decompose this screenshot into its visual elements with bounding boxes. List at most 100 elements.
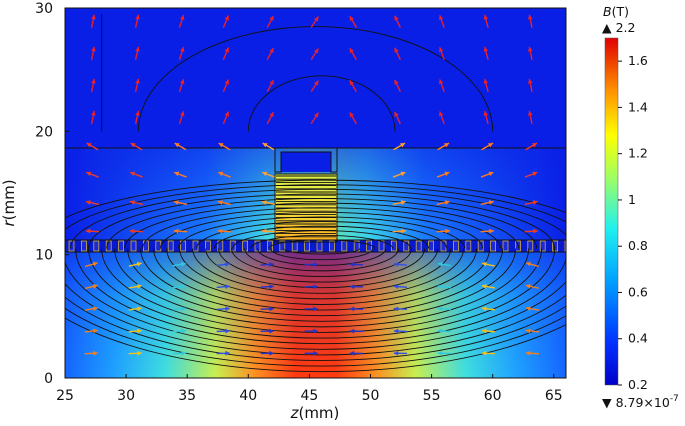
- field-arrow: [310, 112, 319, 125]
- field-line: [231, 248, 413, 277]
- field-arrow: [480, 171, 494, 178]
- field-arrow: [437, 306, 452, 312]
- field-arrow: [90, 110, 96, 125]
- field-arrow: [349, 350, 364, 356]
- field-line: [270, 248, 374, 261]
- field-arrow: [438, 47, 445, 60]
- field-line: [205, 248, 439, 289]
- gap-tooth: [403, 240, 410, 252]
- field-arrow: [172, 306, 186, 312]
- field-arrow: [393, 261, 408, 267]
- colorbar-unit: (T): [612, 4, 629, 19]
- field-arrow: [86, 171, 99, 178]
- field-line: [166, 248, 478, 305]
- field-line: [65, 296, 566, 361]
- field-line: [218, 248, 426, 283]
- x-tick-label: 45: [300, 388, 318, 404]
- field-arrow: [266, 15, 275, 28]
- field-arrow: [527, 14, 533, 28]
- field-arrow: [310, 16, 319, 28]
- gap-tooth: [155, 240, 162, 252]
- gap-tooth: [130, 240, 137, 252]
- field-arrow: [266, 111, 275, 125]
- field-arrow: [437, 142, 450, 151]
- field-arrow: [174, 142, 187, 151]
- field-arrow: [349, 111, 358, 125]
- colorbar-min-base: ▼ 8.79×10: [602, 395, 670, 410]
- field-line: [65, 184, 566, 230]
- field-arrow: [90, 14, 96, 28]
- gap-tooth: [502, 240, 509, 252]
- field-arrow: [260, 306, 274, 312]
- field-arrow: [266, 47, 275, 60]
- field-arrow: [393, 350, 408, 356]
- field-arrow: [222, 111, 230, 125]
- field-arrow: [222, 15, 230, 28]
- y-tick-label: 20: [35, 124, 53, 140]
- gap-tooth: [68, 240, 75, 252]
- colorbar-var: B: [603, 4, 612, 19]
- colorbar-ticks: 0.2 0.4 0.6 0.8 1 1.2 1.4 1.6: [618, 53, 648, 392]
- field-arrow: [527, 78, 533, 92]
- field-arrow: [393, 142, 406, 151]
- gap-tooth: [452, 240, 459, 252]
- gap-tooth: [254, 240, 261, 252]
- field-arrow: [524, 228, 538, 234]
- field-arrow: [437, 284, 452, 289]
- gap-tooth: [539, 240, 546, 252]
- field-line: [65, 260, 566, 350]
- field-arrow: [128, 328, 142, 334]
- field-arrow: [481, 306, 496, 312]
- field-arrow: [393, 284, 408, 289]
- field-line: [257, 248, 387, 266]
- gap-tooth: [428, 240, 435, 252]
- field-arrow: [260, 350, 274, 356]
- field-arrow: [173, 228, 188, 234]
- gap-tooth: [490, 240, 497, 252]
- colorbar-tick-label: 1.6: [628, 53, 648, 68]
- field-line: [192, 248, 452, 294]
- x-axis-unit: (mm): [298, 404, 339, 422]
- field-line: [250, 234, 394, 249]
- field-arrow: [525, 328, 540, 334]
- field-line: [88, 248, 556, 339]
- field-arrow: [216, 328, 230, 334]
- gap-tooth: [465, 240, 472, 252]
- field-arrow: [481, 328, 496, 334]
- field-arrow: [260, 284, 274, 290]
- field-arrow: [129, 228, 144, 234]
- field-arrow: [394, 15, 401, 28]
- field-arrow: [262, 142, 275, 151]
- field-arrow: [483, 46, 489, 60]
- field-arrow: [436, 171, 450, 178]
- field-arrow: [130, 171, 143, 178]
- gap-tooth: [341, 240, 348, 252]
- gap-tooth: [93, 240, 100, 252]
- field-line: [127, 248, 517, 322]
- field-arrow: [481, 284, 496, 289]
- field-arrow: [349, 79, 358, 93]
- field-line: [178, 216, 466, 249]
- field-arrow: [178, 14, 185, 28]
- shell-outline: [274, 148, 338, 173]
- field-arrow: [437, 261, 452, 267]
- field-arrow: [437, 350, 452, 356]
- field-arrow: [260, 328, 274, 334]
- gap-tooth: [527, 240, 534, 252]
- field-arrow: [172, 261, 186, 267]
- gap-tooth: [477, 240, 484, 252]
- colorbar-tick-label: 0.8: [628, 238, 648, 253]
- field-arrow: [438, 79, 445, 93]
- x-tick-label: 35: [178, 388, 196, 404]
- upper-field-background: [65, 8, 566, 148]
- field-arrow: [438, 14, 445, 28]
- gap-tooth: [304, 240, 311, 252]
- field-line: [101, 248, 543, 333]
- gap-tooth: [366, 240, 373, 252]
- colorbar-tick-label: 1.2: [628, 146, 648, 161]
- gap-tooth: [118, 240, 124, 252]
- x-tick-label: 60: [484, 388, 502, 404]
- field-line: [247, 75, 396, 132]
- y-tick-label: 30: [35, 1, 53, 17]
